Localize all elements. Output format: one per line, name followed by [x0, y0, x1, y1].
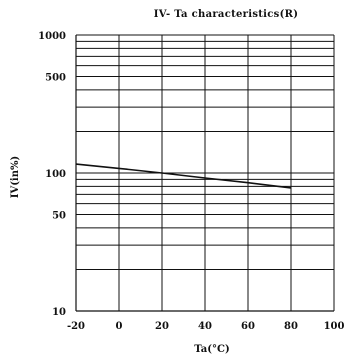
y-tick-label: 10: [52, 307, 66, 318]
x-tick-label: 20: [155, 321, 169, 332]
x-tick-label: 80: [284, 321, 298, 332]
x-tick-label: 40: [198, 321, 212, 332]
series-line: [76, 164, 291, 188]
grid: [76, 35, 334, 311]
y-tick-label: 1000: [38, 31, 66, 42]
chart-title: IV- Ta characteristics(R): [154, 9, 299, 20]
y-tick-label: 500: [45, 73, 66, 84]
series-layer: [76, 164, 291, 188]
x-tick-label: 0: [116, 321, 123, 332]
y-tick-label: 100: [45, 169, 66, 180]
x-tick-label: 100: [324, 321, 345, 332]
x-tick-label: -20: [67, 321, 85, 332]
y-axis-ticks: 10 50 100 500 1000: [38, 31, 66, 318]
x-tick-label: 60: [241, 321, 255, 332]
x-axis-label: Ta(°C): [194, 344, 229, 355]
y-tick-label: 50: [52, 211, 66, 222]
x-axis-ticks: -20 0 20 40 60 80 100: [67, 321, 345, 332]
y-axis-label: IV(in%): [10, 156, 21, 198]
